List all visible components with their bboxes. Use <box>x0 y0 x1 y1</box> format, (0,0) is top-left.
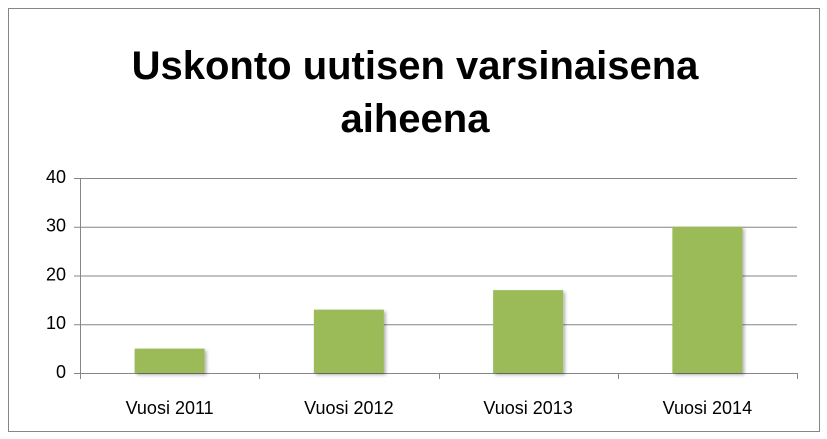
bar <box>134 348 205 373</box>
x-tick-label: Vuosi 2013 <box>483 398 572 418</box>
x-tick-label: Vuosi 2012 <box>304 398 393 418</box>
bar <box>313 309 384 373</box>
y-tick-label: 10 <box>46 313 66 333</box>
y-tick-label: 20 <box>46 264 66 284</box>
y-tick-label: 40 <box>46 167 66 187</box>
x-tick-label: Vuosi 2014 <box>663 398 752 418</box>
y-tick-label: 30 <box>46 216 66 236</box>
bar <box>493 290 564 373</box>
x-tick-label: Vuosi 2011 <box>126 398 214 418</box>
y-tick-label: 0 <box>56 362 66 382</box>
chart-title: Uskonto uutisen varsinaisena aiheena <box>131 44 699 141</box>
bar <box>672 226 743 373</box>
